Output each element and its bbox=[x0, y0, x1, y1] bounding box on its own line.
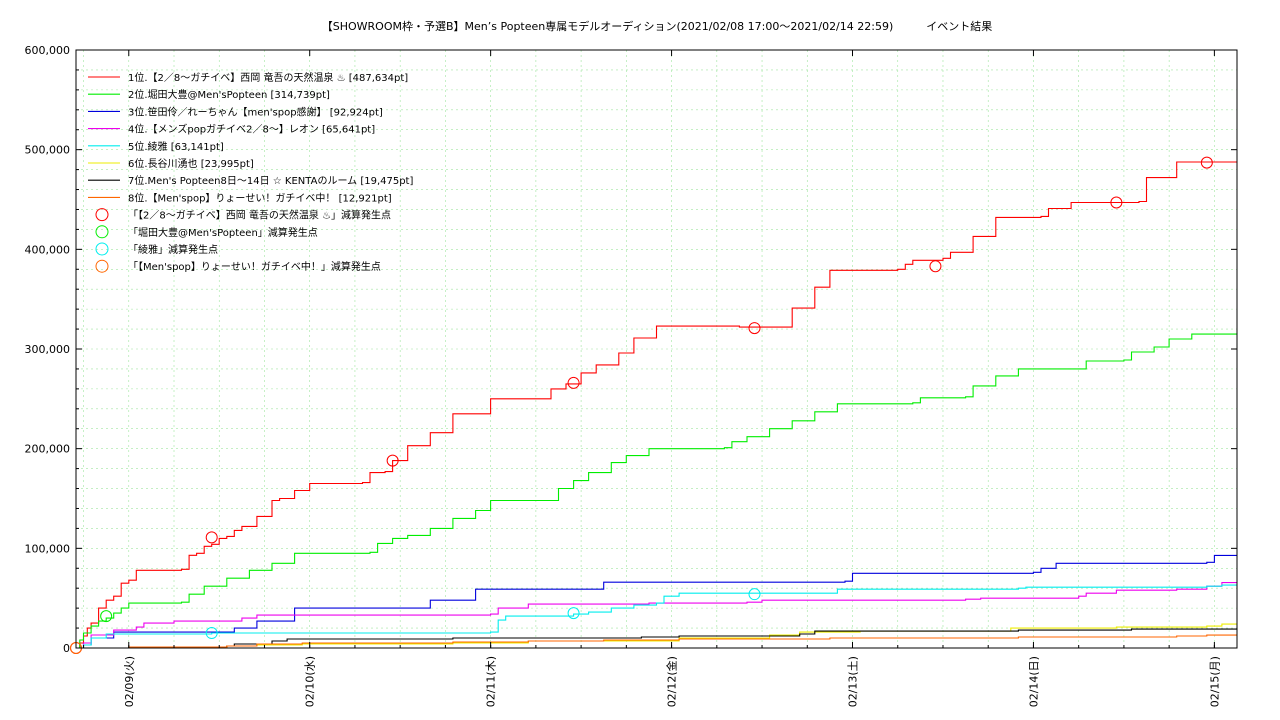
legend-label-1: 1位.【2／8〜ガチイベ】西岡 竜吾の天然温泉 ♨ [487,634pt] bbox=[128, 71, 408, 84]
series-line-1 bbox=[76, 161, 1237, 649]
y-tick-label: 0 bbox=[63, 642, 70, 655]
legend-marker-4 bbox=[95, 259, 109, 273]
legend-marker-label-4: 「【Men'spop】りょーせい！ガチイベ中！」減算発生点 bbox=[128, 260, 381, 273]
legend-marker-1 bbox=[95, 208, 109, 222]
legend-label-8: 8位.【Men'spop】りょーせい！ガチイベ中！ [12,921pt] bbox=[128, 191, 392, 204]
y-tick-label: 500,000 bbox=[25, 144, 71, 157]
axes: 0 100,000 200,000 300,000 400,000 500,000 600,… bbox=[25, 44, 1237, 707]
reduction-marker-1 bbox=[929, 260, 942, 273]
x-tick-label: 02/14(日) bbox=[1027, 656, 1040, 707]
y-tick-label: 100,000 bbox=[25, 542, 71, 555]
series-line-5 bbox=[76, 584, 1237, 649]
series-line-2 bbox=[76, 333, 1238, 649]
reduction-marker-1 bbox=[205, 531, 218, 544]
legend-label-3: 3位.笹田伶／れーちゃん【men'spop感謝】 [92,924pt] bbox=[128, 105, 383, 118]
y-tick-label: 600,000 bbox=[25, 44, 71, 57]
legend-marker-label-1: 「【2／8〜ガチイベ】西岡 竜吾の天然温泉 ♨」減算発生点 bbox=[128, 209, 391, 222]
legend-label-2: 2位.堀田大豊@Men'sPopteen [314,739pt] bbox=[128, 88, 330, 101]
legend: 1位.【2／8〜ガチイベ】西岡 竜吾の天然温泉 ♨ [487,634pt] 2位.… bbox=[88, 71, 413, 273]
reduction-marker-1 bbox=[386, 454, 399, 467]
x-tick-label: 02/10(水) bbox=[304, 656, 317, 707]
series-layer bbox=[76, 161, 1238, 649]
legend-marker-3 bbox=[95, 242, 109, 256]
y-tick-label: 400,000 bbox=[25, 243, 71, 256]
series-line-7 bbox=[76, 628, 1238, 649]
reduction-marker-1 bbox=[1200, 156, 1213, 169]
reduction-marker-5 bbox=[205, 627, 218, 640]
reduction-marker-1 bbox=[1110, 196, 1123, 209]
legend-label-7: 7位.Men's Popteen8日〜14日 ☆ KENTAのルーム [19,4… bbox=[128, 174, 413, 187]
reduction-marker-5 bbox=[567, 607, 580, 620]
reduction-marker-1 bbox=[567, 376, 580, 389]
x-tick-label: 02/13(土) bbox=[847, 656, 860, 707]
x-tick-label: 02/11(木) bbox=[485, 656, 498, 707]
series-line-8 bbox=[76, 634, 1237, 649]
x-tick-label: 02/15(月) bbox=[1208, 656, 1221, 707]
legend-marker-2 bbox=[95, 225, 109, 239]
grid bbox=[76, 50, 1237, 648]
x-tick-label: 02/12(金) bbox=[665, 656, 679, 707]
series-line-3 bbox=[76, 554, 1237, 649]
x-tick-label: 02/09(火) bbox=[123, 656, 136, 707]
legend-label-5: 5位.綾雅 [63,141pt] bbox=[128, 140, 224, 153]
y-tick-label: 200,000 bbox=[25, 443, 71, 456]
series-line-4 bbox=[76, 582, 1237, 649]
chart-title: 【SHOWROOM枠・予選B】Men’s Popteen専属モデルオーディション… bbox=[322, 19, 993, 33]
legend-label-4: 4位.【メンズpopガチイベ2／8〜】レオン [65,641pt] bbox=[128, 123, 375, 136]
reduction-marker-2 bbox=[100, 610, 113, 623]
reduction-marker-5 bbox=[748, 588, 761, 601]
legend-marker-label-3: 「綾雅」減算発生点 bbox=[128, 243, 218, 256]
legend-marker-label-2: 「堀田大豊@Men'sPopteen」減算発生点 bbox=[128, 226, 318, 239]
reduction-marker-1 bbox=[748, 322, 761, 335]
y-tick-label: 300,000 bbox=[25, 343, 71, 356]
legend-label-6: 6位.長谷川湧也 [23,995pt] bbox=[128, 157, 254, 170]
